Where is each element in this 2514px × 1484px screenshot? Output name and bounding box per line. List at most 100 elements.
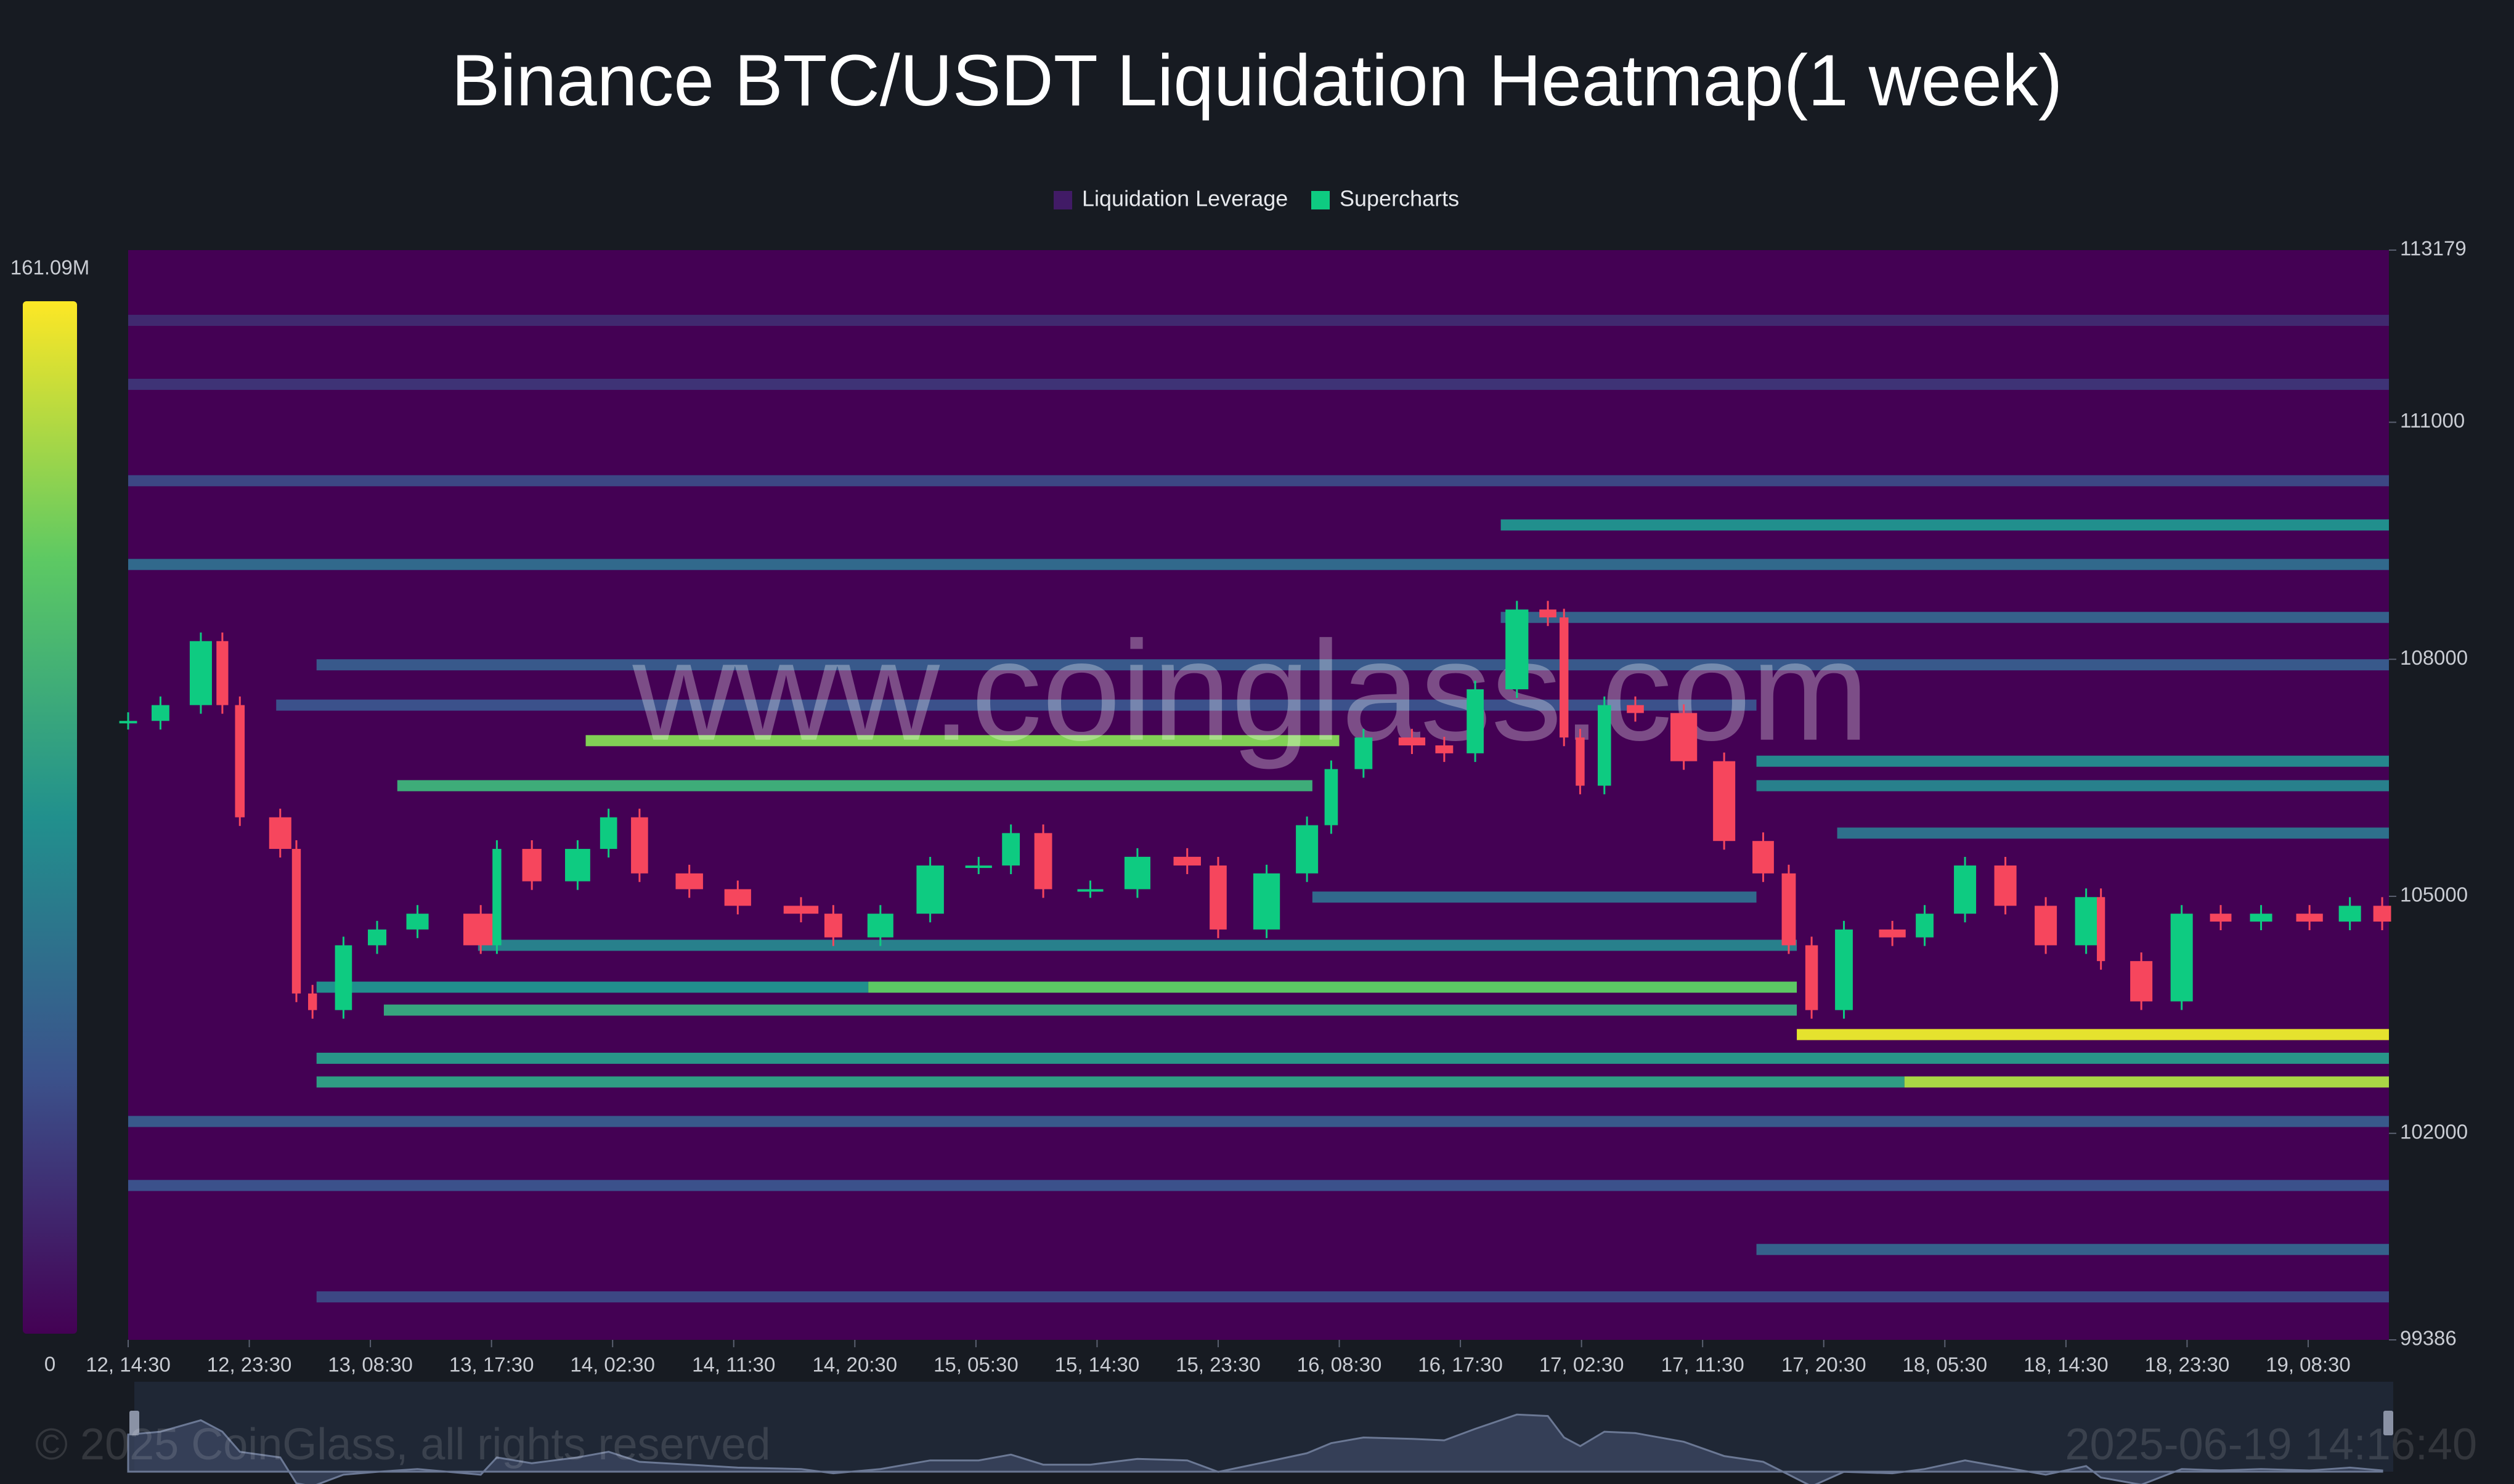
x-tick-label: 15, 14:30	[1055, 1353, 1140, 1376]
candle	[1505, 609, 1529, 689]
legend-label[interactable]: Liquidation Leverage	[1082, 186, 1288, 211]
x-tick-label: 17, 11:30	[1661, 1353, 1744, 1376]
candle	[152, 705, 169, 721]
plot-area	[128, 250, 2389, 1340]
candle	[1781, 873, 1796, 946]
candle	[1398, 737, 1426, 746]
candle	[1597, 705, 1611, 786]
timestamp: 2025-06-19 14:16:40	[2065, 1420, 2477, 1469]
legend-swatch[interactable]	[1311, 191, 1330, 209]
candle	[2338, 906, 2361, 922]
x-tick-label: 15, 05:30	[934, 1353, 1019, 1376]
candle	[235, 705, 245, 817]
x-tick-label: 13, 08:30	[328, 1353, 413, 1376]
candle	[189, 641, 212, 705]
candle	[1560, 617, 1569, 738]
y-tick-label: 113179	[2400, 237, 2467, 260]
candle	[600, 817, 617, 849]
heat-band	[128, 1180, 2389, 1191]
heat-band	[1756, 1244, 2389, 1255]
heat-band	[1500, 519, 2389, 531]
chart-title: Binance BTC/USDT Liquidation Heatmap(1 w…	[452, 40, 2063, 121]
candle	[1752, 841, 1774, 874]
heat-band	[316, 1291, 2389, 1303]
candle	[1713, 761, 1736, 841]
candle	[1077, 889, 1104, 892]
candle	[522, 849, 542, 882]
candle	[2130, 961, 2153, 1002]
candle	[1576, 737, 1585, 786]
heat-band	[128, 315, 2389, 326]
candle	[631, 817, 648, 874]
colorbar-label: 161.09M	[10, 256, 89, 279]
colorbar-label: 0	[44, 1353, 55, 1376]
candle	[916, 865, 944, 914]
candle	[1354, 737, 1373, 769]
candle	[2075, 897, 2097, 946]
heat-band	[128, 559, 2389, 570]
candle	[783, 906, 819, 914]
candle	[335, 945, 352, 1010]
x-tick-label: 16, 17:30	[1418, 1353, 1503, 1376]
candle	[1124, 856, 1150, 890]
candle	[675, 873, 703, 890]
candle	[2097, 897, 2105, 962]
candle	[2373, 906, 2391, 922]
heat-band	[128, 378, 2389, 390]
candle	[1805, 945, 1818, 1010]
candle	[1916, 914, 1934, 938]
candle	[1324, 769, 1338, 825]
candle	[1954, 865, 1977, 914]
heat-band	[1756, 755, 2389, 767]
candle	[269, 817, 291, 849]
candle	[406, 914, 429, 930]
colorbar	[23, 301, 77, 1334]
heat-band	[1500, 612, 2389, 623]
heat-band	[383, 1004, 1797, 1016]
candle	[1296, 825, 1319, 874]
y-tick-label: 99386	[2400, 1327, 2457, 1350]
navigator-area	[127, 1413, 2383, 1484]
candle	[1210, 865, 1227, 930]
legend-label[interactable]: Supercharts	[1340, 186, 1459, 211]
candle	[1173, 856, 1201, 866]
candle	[368, 929, 387, 946]
candle	[291, 849, 301, 994]
x-tick-label: 15, 23:30	[1176, 1353, 1261, 1376]
candle	[2170, 914, 2193, 1002]
x-tick-label: 18, 05:30	[1902, 1353, 1987, 1376]
x-tick-label: 16, 08:30	[1297, 1353, 1382, 1376]
candle	[119, 721, 137, 724]
candle	[1466, 689, 1484, 753]
candle	[1539, 609, 1556, 618]
heat-band	[1312, 891, 1757, 903]
navigator-handle[interactable]	[2383, 1411, 2393, 1435]
heat-band	[128, 475, 2389, 487]
candle	[307, 993, 317, 1010]
candle	[1994, 865, 2017, 906]
x-tick-label: 12, 23:30	[207, 1353, 292, 1376]
legend-swatch[interactable]	[1054, 191, 1072, 209]
x-tick-label: 14, 20:30	[813, 1353, 898, 1376]
x-tick-label: 18, 23:30	[2145, 1353, 2230, 1376]
copyright: © 2025 CoinGlass, all rights reserved	[35, 1420, 771, 1469]
heat-band	[128, 1116, 2389, 1127]
navigator[interactable]	[134, 1382, 2393, 1472]
candle	[965, 865, 992, 868]
y-tick-label: 108000	[2400, 646, 2468, 669]
legend: Liquidation Leverage Supercharts	[1054, 186, 1459, 211]
x-tick-label: 19, 08:30	[2266, 1353, 2351, 1376]
x-tick-label: 18, 14:30	[2024, 1353, 2109, 1376]
candle	[1670, 713, 1698, 761]
heat-band	[478, 939, 1797, 951]
heat-band	[316, 1076, 1905, 1088]
heat-band	[316, 1052, 2389, 1064]
y-tick-label: 105000	[2400, 883, 2468, 906]
navigator-handle[interactable]	[129, 1411, 139, 1435]
candle	[824, 914, 842, 938]
candle	[1435, 745, 1454, 753]
candle	[2296, 914, 2323, 922]
candle	[1253, 873, 1280, 930]
x-tick-label: 12, 14:30	[86, 1353, 171, 1376]
heat-band	[868, 981, 1797, 993]
